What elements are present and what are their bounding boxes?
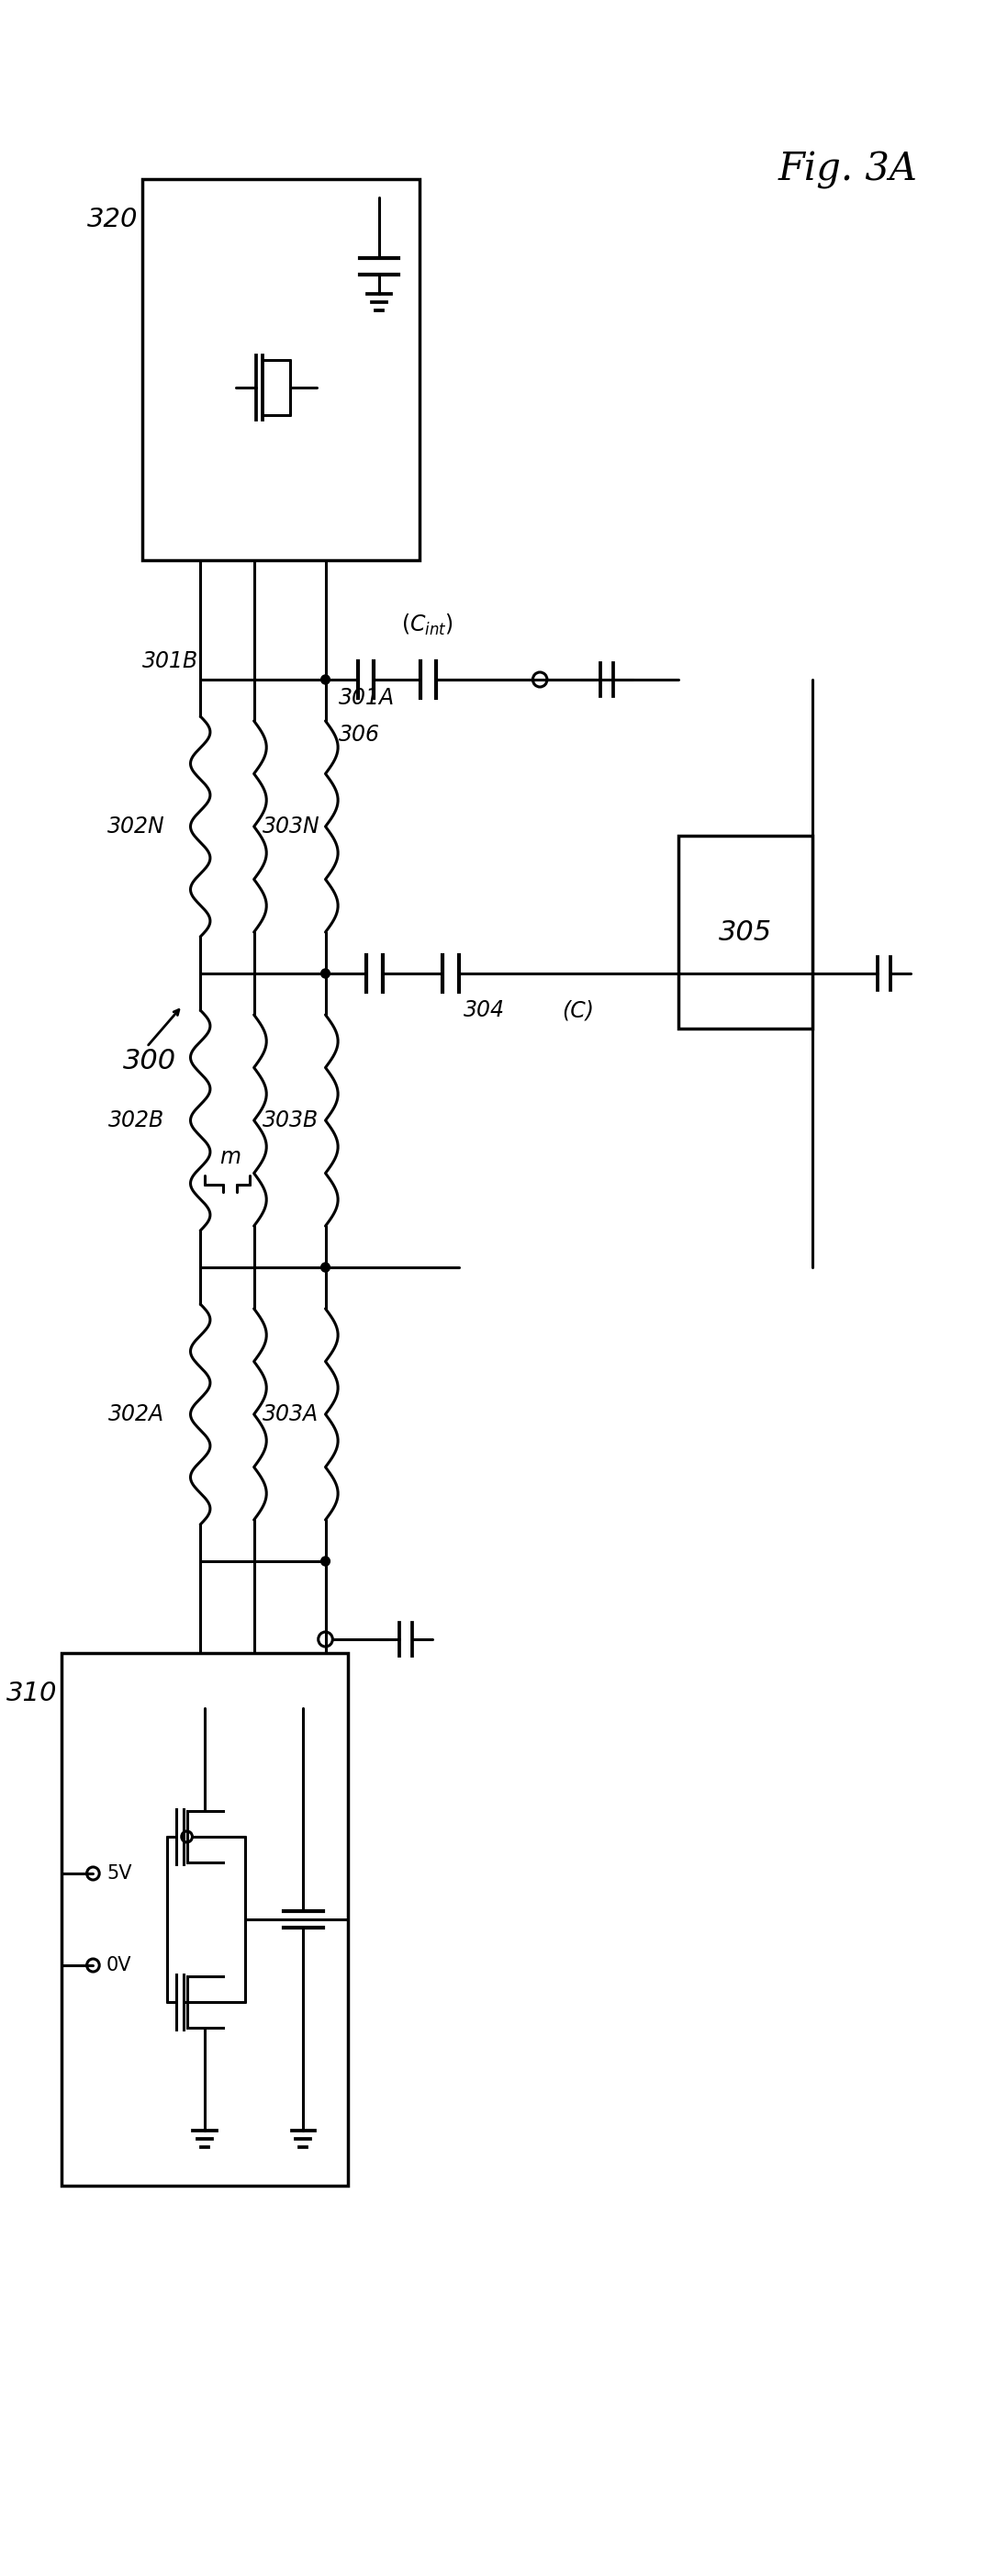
- Text: 302A: 302A: [108, 1404, 164, 1425]
- Text: 305: 305: [719, 920, 772, 945]
- Text: 5V: 5V: [106, 1865, 132, 1883]
- Circle shape: [321, 1556, 330, 1566]
- Circle shape: [321, 969, 330, 979]
- Bar: [62, 1654, 348, 2184]
- Circle shape: [318, 1633, 333, 1646]
- Text: (C): (C): [562, 999, 594, 1020]
- Text: 304: 304: [464, 999, 505, 1020]
- Text: 303N: 303N: [263, 817, 320, 837]
- Text: 303A: 303A: [263, 1404, 319, 1425]
- Text: Fig. 3A: Fig. 3A: [778, 149, 918, 188]
- Circle shape: [181, 1832, 192, 1842]
- Circle shape: [321, 1262, 330, 1273]
- Text: 306: 306: [339, 724, 380, 744]
- Text: 301A: 301A: [339, 688, 395, 708]
- Circle shape: [321, 675, 330, 685]
- Text: 303B: 303B: [263, 1110, 319, 1131]
- Circle shape: [87, 1958, 99, 1971]
- Text: 302B: 302B: [108, 1110, 164, 1131]
- Text: 310: 310: [6, 1680, 57, 1705]
- Bar: [679, 835, 813, 1028]
- Text: 300: 300: [122, 1048, 176, 1074]
- Circle shape: [87, 1868, 99, 1880]
- Text: 0V: 0V: [106, 1955, 132, 1973]
- Text: $(C_{int})$: $(C_{int})$: [402, 613, 454, 636]
- Text: m: m: [220, 1146, 240, 1167]
- Text: 301B: 301B: [142, 649, 198, 672]
- Text: 320: 320: [87, 206, 138, 232]
- Text: 302N: 302N: [107, 817, 164, 837]
- Bar: [142, 180, 420, 559]
- Circle shape: [533, 672, 547, 688]
